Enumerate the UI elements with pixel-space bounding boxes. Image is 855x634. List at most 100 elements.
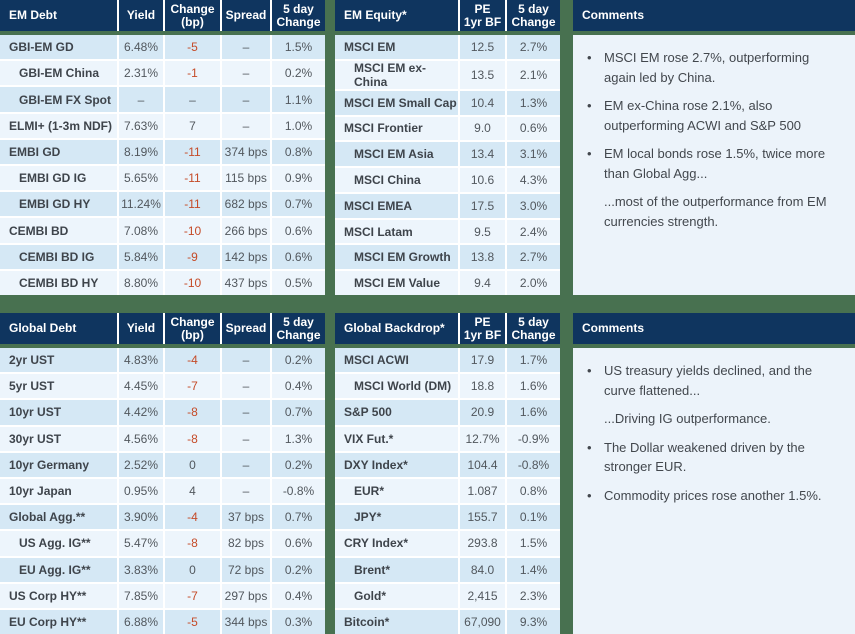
table-row: CRY Index* 293.8 1.5% (335, 529, 560, 556)
cell-value: 142 bps (220, 244, 270, 269)
table-row: MSCI EM Value 9.4 2.0% (335, 269, 560, 296)
table-row: EUR* 1.087 0.8% (335, 476, 560, 504)
row-label: 5yr UST (9, 379, 55, 394)
cell-value: 155.7 (458, 505, 505, 530)
table-row: MSCI ACWI 17.9 1.7% (335, 348, 560, 373)
cell-value: – (220, 452, 270, 477)
cell-value: 437 bps (220, 270, 270, 296)
row-label: MSCI Frontier (344, 121, 423, 136)
table-row: US Agg. IG** 5.47% -8 82 bps 0.6% (0, 529, 325, 556)
em-debt-table: EM Debt Yield Change (bp) Spread 5 day Chan… (0, 0, 325, 296)
cell-value: 13.5 (458, 60, 505, 89)
header-divider (335, 31, 560, 35)
cell-value: 5.84% (117, 244, 163, 269)
column-header: 5 day Change (270, 313, 325, 344)
cell-value: -0.8% (505, 452, 560, 477)
cell-value: 0.4% (270, 374, 325, 399)
cell-value: 0.8% (505, 478, 560, 504)
cell-value: 10.6 (458, 168, 505, 192)
comment-bullet-item: • The Dollar weakened driven by the stron… (587, 438, 840, 477)
cell-value: 0.2% (270, 348, 325, 373)
comment-bullet-item: • US treasury yields declined, and the cu… (587, 361, 840, 400)
cell-value: 0.8% (270, 139, 325, 165)
table-row: MSCI China 10.6 4.3% (335, 166, 560, 192)
comments-bottom-panel: Comments • US treasury yields declined, a… (573, 313, 855, 634)
cell-value: -5 (163, 609, 220, 634)
cell-value: 344 bps (220, 609, 270, 634)
row-label: ELMI+ (1-3m NDF) (9, 118, 113, 133)
row-label: Brent* (354, 562, 391, 577)
cell-value: 7.85% (117, 583, 163, 608)
table-row: VIX Fut.* 12.7% -0.9% (335, 424, 560, 451)
table-row: Gold* 2,415 2.3% (335, 581, 560, 608)
cell-value: 0.7% (270, 192, 325, 217)
row-label: Global Agg.** (9, 510, 86, 525)
row-label: EMBI GD HY (19, 197, 91, 212)
comment-bullet-item: • EM ex-China rose 2.1%, also outperformi… (587, 96, 840, 135)
cell-value: 0.4% (270, 583, 325, 608)
global-debt-header: Global Debt Yield Change (bp) Spread 5 day … (0, 313, 325, 344)
table-row: GBI-EM FX Spot – – –1.1% (0, 85, 325, 112)
cell-value: -4 (163, 348, 220, 373)
cell-value: -11 (163, 192, 220, 217)
table-row: GBI-EM GD 6.48% -5–1.5% (0, 35, 325, 60)
cell-value: 0.1% (505, 505, 560, 530)
comment-text: The Dollar weakened driven by the strong… (604, 439, 805, 475)
cell-value: 0.6% (270, 218, 325, 243)
table-row: MSCI EM 12.5 2.7% (335, 35, 560, 59)
bullet-icon: • (587, 146, 592, 161)
row-label: Bitcoin* (344, 614, 390, 629)
cell-value: 266 bps (220, 218, 270, 243)
table-row: GBI-EM China 2.31% -1–0.2% (0, 59, 325, 86)
cell-value: 12.7% (458, 426, 505, 451)
cell-value: – (163, 87, 220, 112)
cell-value: -8 (163, 400, 220, 425)
global-backdrop-body: MSCI ACWI 17.9 1.7% MSCI World (DM) 18.8 1.6%… (335, 348, 560, 634)
cell-value: 0 (163, 452, 220, 477)
cell-value: 0.9% (270, 166, 325, 191)
column-header: Spread (220, 313, 270, 344)
cell-value: – (220, 113, 270, 138)
cell-value: – (220, 374, 270, 399)
cell-value: 1.5% (270, 35, 325, 60)
row-label: MSCI Latam (344, 224, 413, 239)
table-row: EMBI GD HY 11.24% -11 682 bps 0.7% (0, 190, 325, 217)
em-equity-table: EM Equity* PE 1yr BF 5 day Change MSCI EM… (335, 0, 560, 296)
comment-text: EM ex-China rose 2.1%, also outperformin… (604, 98, 802, 133)
cell-value: 374 bps (220, 139, 270, 165)
cell-value: -11 (163, 166, 220, 191)
row-label: VIX Fut.* (344, 431, 394, 446)
cell-value: 3.1% (505, 142, 560, 167)
cell-value: 104.4 (458, 452, 505, 477)
row-label: CEMBI BD (9, 223, 69, 238)
comment-text: ...most of the outperformance from EM cu… (604, 194, 827, 229)
cell-value: 0.7% (270, 505, 325, 530)
cell-value: – (117, 87, 163, 112)
cell-value: -7 (163, 374, 220, 399)
column-header: Yield (117, 0, 163, 31)
table-row: MSCI Frontier 9.0 0.6% (335, 114, 560, 141)
column-header: Change (bp) (163, 313, 220, 344)
cell-value: 13.8 (458, 245, 505, 270)
table-row: S&P 500 20.9 1.6% (335, 398, 560, 425)
cell-value: 37 bps (220, 505, 270, 530)
cell-value: 0.2% (270, 61, 325, 86)
cell-value: 9.5 (458, 219, 505, 244)
table-row: 30yr UST 4.56% -8–1.3% (0, 424, 325, 451)
cell-value: -10 (163, 270, 220, 296)
cell-value: 20.9 (458, 400, 505, 425)
row-label: GBI-EM China (19, 66, 99, 81)
comment-bullet-item: • Commodity prices rose another 1.5%. (587, 486, 840, 506)
cell-value: 3.83% (117, 557, 163, 582)
row-label: MSCI EM Growth (354, 250, 451, 265)
comment-text: US treasury yields declined, and the cur… (604, 363, 813, 398)
cell-value: 2.7% (505, 35, 560, 59)
cell-value: 13.4 (458, 142, 505, 167)
cell-value: 1.6% (505, 374, 560, 399)
cell-value: 72 bps (220, 557, 270, 582)
table-row: CEMBI BD HY 8.80% -10 437 bps 0.5% (0, 268, 325, 296)
row-label: MSCI World (DM) (354, 379, 452, 394)
table-row: MSCI EM Growth 13.8 2.7% (335, 243, 560, 270)
row-label: EMBI GD IG (19, 171, 87, 186)
